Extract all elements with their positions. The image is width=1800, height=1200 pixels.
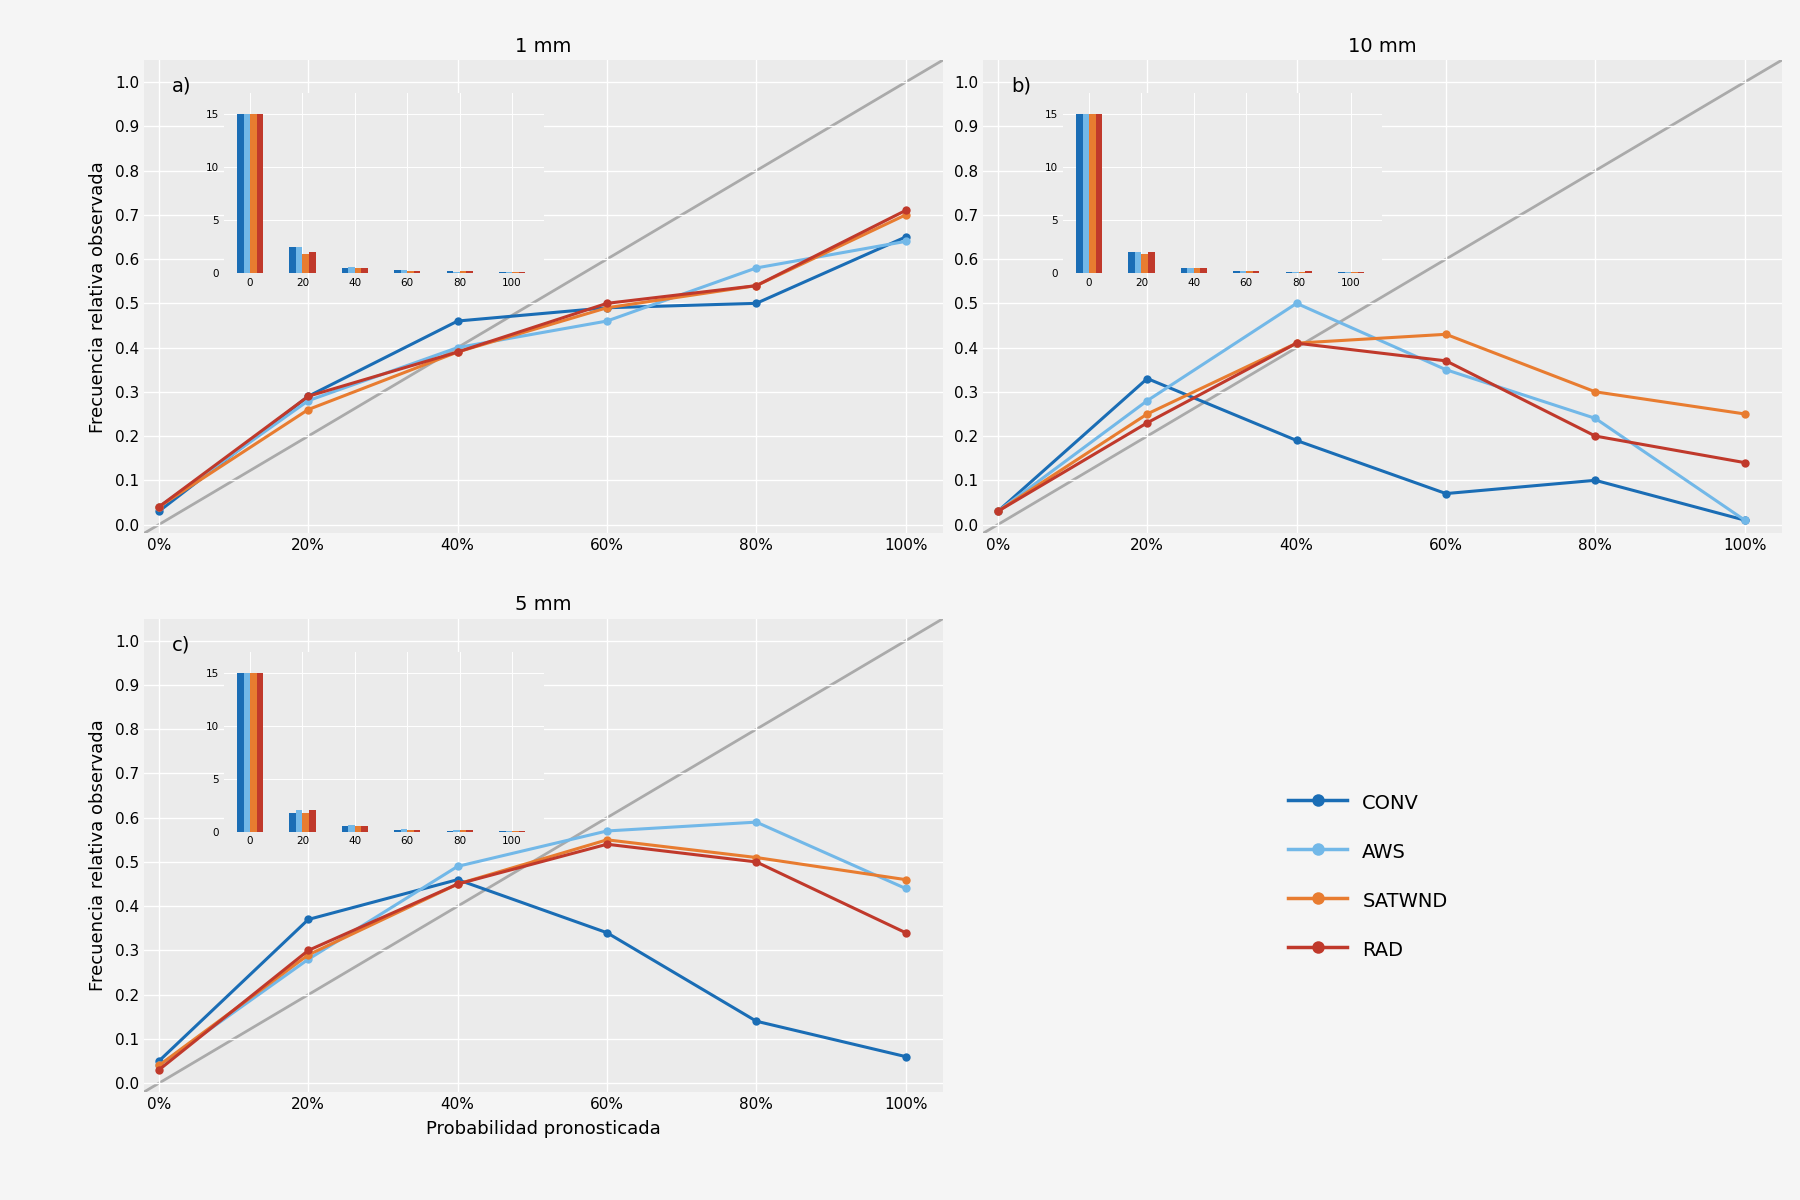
Title: 5 mm: 5 mm	[515, 595, 572, 614]
Y-axis label: Frecuencia relativa observada: Frecuencia relativa observada	[88, 161, 106, 432]
Text: a): a)	[173, 77, 191, 96]
Text: b): b)	[1012, 77, 1031, 96]
Text: c): c)	[173, 635, 191, 654]
X-axis label: Probabilidad pronosticada: Probabilidad pronosticada	[427, 1120, 661, 1138]
Title: 1 mm: 1 mm	[515, 37, 572, 55]
Y-axis label: Frecuencia relativa observada: Frecuencia relativa observada	[88, 720, 106, 991]
Legend: CONV, AWS, SATWND, RAD: CONV, AWS, SATWND, RAD	[1289, 791, 1447, 961]
Title: 10 mm: 10 mm	[1348, 37, 1417, 55]
